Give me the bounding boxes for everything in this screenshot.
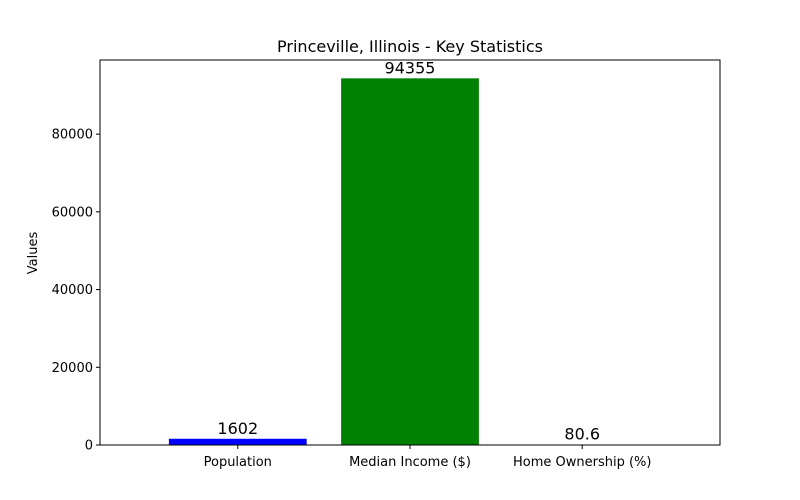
x-axis-ticks: Population Median Income ($) Home Ownershi…: [204, 445, 651, 470]
plot-frame: [99, 59, 721, 446]
y-tick-label: 20000: [52, 361, 93, 376]
x-tick-label-population: Population: [204, 455, 272, 470]
bar-population: [168, 438, 307, 445]
chart-title: Princeville, Illinois - Key Statistics: [277, 37, 543, 56]
y-tick-label: 40000: [52, 283, 93, 298]
y-axis-label: Values: [26, 232, 41, 275]
y-tick-label: 60000: [52, 205, 93, 220]
y-tick-label: 80000: [52, 128, 93, 143]
data-labels-group: 1602 94355 80.6: [217, 58, 600, 443]
x-tick-label-median-income: Median Income ($): [349, 455, 471, 470]
bar-median-income: [341, 78, 479, 445]
x-tick-label-home-ownership: Home Ownership (%): [513, 455, 651, 470]
y-tick-label: 0: [85, 439, 93, 454]
data-label-population: 1602: [217, 419, 258, 438]
bars-group: [168, 78, 652, 445]
y-axis-ticks: 0 20000 40000 60000 80000: [52, 128, 100, 454]
data-label-median-income: 94355: [385, 58, 436, 77]
data-label-home-ownership: 80.6: [564, 425, 600, 444]
